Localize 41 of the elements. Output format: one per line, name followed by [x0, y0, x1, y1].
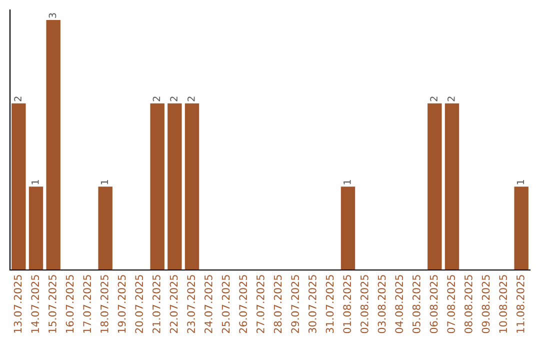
x-tick-label: 07.08.2025: [447, 275, 456, 334]
data-label: 2: [152, 96, 160, 102]
data-label: 2: [447, 96, 455, 102]
x-tick-label: 08.08.2025: [464, 275, 472, 334]
data-label: 1: [100, 180, 108, 184]
x-tick-label: 01.08.2025: [343, 275, 352, 334]
x-tick-label: 14.07.2025: [31, 275, 40, 333]
x-tick-label: 15.07.2025: [48, 275, 56, 333]
x-tick-label: 18.07.2025: [100, 275, 108, 333]
x-tick-label: 21.07.2025: [152, 275, 160, 334]
x-tick-label: 31.07.2025: [326, 275, 334, 334]
x-tick-label: 03.08.2025: [378, 275, 386, 334]
x-tick-label: 13.07.2025: [14, 275, 22, 333]
x-tick-label: 10.08.2025: [499, 275, 508, 333]
x-tick-label: 29.07.2025: [291, 275, 300, 334]
x-tick-label: 17.07.2025: [83, 275, 92, 333]
x-tick-label: 28.07.2025: [274, 275, 282, 334]
x-tick-label: 02.08.2025: [360, 275, 368, 334]
x-tick-label: 22.07.2025: [170, 275, 178, 334]
x-tick-label: 19.07.2025: [118, 275, 126, 333]
x-tick-label: 25.07.2025: [222, 275, 230, 334]
x-tick-label: 27.07.2025: [256, 275, 264, 334]
data-label: 2: [430, 96, 438, 102]
data-label: 2: [170, 96, 178, 102]
x-tick-label: 09.08.2025: [482, 275, 490, 334]
data-label: 3: [48, 13, 56, 18]
x-tick-label: 06.08.2025: [430, 275, 438, 334]
data-label: 2: [187, 96, 195, 102]
x-tick-label: 20.07.2025: [135, 275, 144, 334]
data-label: 2: [14, 96, 22, 102]
x-tick-label: 16.07.2025: [66, 275, 74, 333]
x-tick-label: 24.07.2025: [204, 275, 212, 334]
data-label: 1: [516, 180, 524, 184]
x-tick-label: 05.08.2025: [412, 275, 420, 334]
data-label: 1: [32, 180, 39, 184]
data-label: 1: [344, 180, 351, 184]
x-tick-label: 11.08.2025: [516, 275, 524, 333]
x-tick-label: 30.07.2025: [308, 275, 316, 334]
x-tick-label: 23.07.2025: [187, 275, 196, 334]
x-tick-label: 26.07.2025: [239, 275, 248, 334]
x-tick-label: 04.08.2025: [395, 275, 404, 334]
